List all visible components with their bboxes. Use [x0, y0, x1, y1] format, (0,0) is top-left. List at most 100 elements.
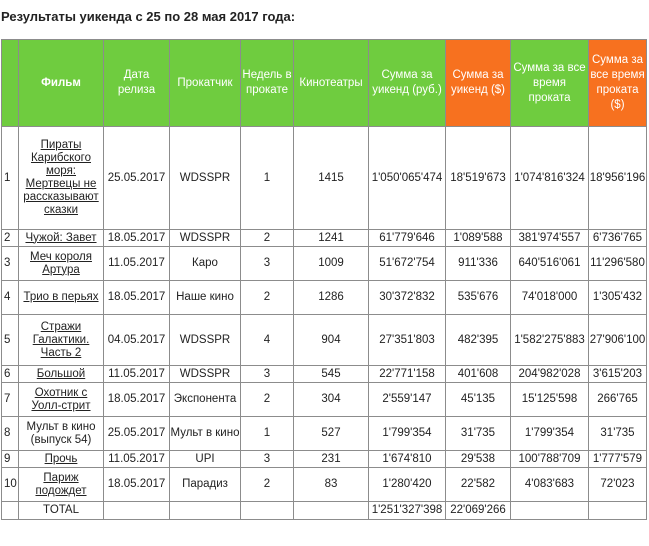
distributor: WDSSPR	[169, 229, 241, 247]
theaters: 304	[293, 382, 369, 417]
weekend-usd: 911'336	[445, 246, 511, 281]
theaters: 904	[293, 314, 369, 366]
weekend-rub: 2'559'147	[368, 382, 446, 417]
header-theaters: Кинотеатры	[293, 39, 369, 127]
weekend-usd: 535'676	[445, 280, 511, 315]
total-num	[1, 501, 19, 520]
weekend-rub: 27'351'803	[368, 314, 446, 366]
row-num: 2	[1, 229, 19, 247]
release-date: 18.05.2017	[103, 382, 170, 417]
row-num: 6	[1, 365, 19, 383]
total-rub: 1'799'354	[510, 416, 589, 451]
film-link[interactable]: Чужой: Завет	[25, 231, 97, 244]
table-row: 1 Пираты Карибского моря: Мертвецы не ра…	[1, 126, 647, 230]
header-distributor: Прокатчик	[169, 39, 241, 127]
weeks: 3	[240, 450, 294, 468]
box-office-table: Фильм Дата релиза Прокатчик Недель в про…	[1, 39, 647, 520]
film-link[interactable]: Стражи Галактики. Часть 2	[32, 320, 90, 359]
table-row: 2 Чужой: Завет 18.05.2017 WDSSPR 2 1241 …	[1, 229, 647, 247]
total-weekend-usd: 22'069'266	[445, 501, 511, 520]
header-weekend-usd: Сумма за уикенд ($)	[445, 39, 511, 127]
distributor: Экспонента	[169, 382, 241, 417]
header-num	[1, 39, 19, 127]
weekend-usd: 401'608	[445, 365, 511, 383]
header-total-rub: Сумма за все время проката	[510, 39, 589, 127]
total-rub: 640'516'061	[510, 246, 589, 281]
row-num: 5	[1, 314, 19, 366]
film-link[interactable]: Большой	[36, 367, 86, 380]
weekend-rub: 1'050'065'474	[368, 126, 446, 230]
theaters: 83	[293, 467, 369, 502]
header-film: Фильм	[18, 39, 104, 127]
weekend-rub: 30'372'832	[368, 280, 446, 315]
film-cell: Охотник с Уолл-стрит	[18, 382, 104, 417]
film-cell: Меч короля Артура	[18, 246, 104, 281]
total-row: TOTAL 1'251'327'398 22'069'266	[1, 501, 647, 520]
total-rub: 15'125'598	[510, 382, 589, 417]
table-row: 3 Меч короля Артура 11.05.2017 Каро 3 10…	[1, 246, 647, 281]
total-empty	[293, 501, 369, 520]
weekend-rub: 51'672'754	[368, 246, 446, 281]
page-title: Результаты уикенда с 25 по 28 мая 2017 г…	[1, 9, 296, 24]
release-date: 11.05.2017	[103, 365, 170, 383]
distributor: Парадиз	[169, 467, 241, 502]
film-cell: Пираты Карибского моря: Мертвецы не расс…	[18, 126, 104, 230]
film-cell: Большой	[18, 365, 104, 383]
table-row: 9 Прочь 11.05.2017 UPI 3 231 1'674'810 2…	[1, 450, 647, 468]
total-usd: 72'023	[588, 467, 647, 502]
weekend-rub: 22'771'158	[368, 365, 446, 383]
film-link[interactable]: Меч короля Артура	[30, 250, 92, 276]
total-rub: 4'083'683	[510, 467, 589, 502]
weekend-usd: 29'538	[445, 450, 511, 468]
film-cell: Стражи Галактики. Часть 2	[18, 314, 104, 366]
weekend-rub: 1'674'810	[368, 450, 446, 468]
total-empty	[169, 501, 241, 520]
film-cell: Прочь	[18, 450, 104, 468]
row-num: 7	[1, 382, 19, 417]
table-row: 5 Стражи Галактики. Часть 2 04.05.2017 W…	[1, 314, 647, 366]
header-total-usd: Сумма за все время проката ($)	[588, 39, 647, 127]
total-usd: 27'906'100	[588, 314, 647, 366]
total-label: TOTAL	[18, 501, 104, 520]
total-empty	[240, 501, 294, 520]
header-row: Фильм Дата релиза Прокатчик Недель в про…	[1, 39, 647, 127]
release-date: 04.05.2017	[103, 314, 170, 366]
film-link[interactable]: Охотник с Уолл-стрит	[31, 386, 91, 412]
weekend-rub: 1'799'354	[368, 416, 446, 451]
row-num: 3	[1, 246, 19, 281]
release-date: 25.05.2017	[103, 416, 170, 451]
total-rub: 1'582'275'883	[510, 314, 589, 366]
film-cell: Чужой: Завет	[18, 229, 104, 247]
header-release-date: Дата релиза	[103, 39, 170, 127]
theaters: 1415	[293, 126, 369, 230]
film-link[interactable]: Париж подождет	[35, 471, 87, 497]
total-rub: 1'074'816'324	[510, 126, 589, 230]
theaters: 231	[293, 450, 369, 468]
total-usd: 11'296'580	[588, 246, 647, 281]
total-usd: 1'305'432	[588, 280, 647, 315]
weeks: 1	[240, 126, 294, 230]
film-title: Мульт в кино (выпуск 54)	[26, 420, 96, 446]
distributor: Наше кино	[169, 280, 241, 315]
header-weekend-rub: Сумма за уикенд (руб.)	[368, 39, 446, 127]
theaters: 1009	[293, 246, 369, 281]
row-num: 9	[1, 450, 19, 468]
row-num: 8	[1, 416, 19, 451]
table-row: 6 Большой 11.05.2017 WDSSPR 3 545 22'771…	[1, 365, 647, 383]
weekend-usd: 31'735	[445, 416, 511, 451]
total-empty	[510, 501, 589, 520]
theaters: 1241	[293, 229, 369, 247]
release-date: 18.05.2017	[103, 229, 170, 247]
weeks: 2	[240, 280, 294, 315]
film-link[interactable]: Трио в перьях	[23, 291, 99, 303]
film-link[interactable]: Пираты Карибского моря: Мертвецы не расс…	[23, 139, 99, 216]
film-cell: Трио в перьях	[18, 280, 104, 315]
distributor: WDSSPR	[169, 126, 241, 230]
total-empty	[103, 501, 170, 520]
film-cell: Париж подождет	[18, 467, 104, 502]
distributor: Мульт в кино	[169, 416, 241, 451]
film-link[interactable]: Прочь	[44, 452, 78, 465]
total-usd: 266'765	[588, 382, 647, 417]
weeks: 4	[240, 314, 294, 366]
weekend-rub: 1'280'420	[368, 467, 446, 502]
